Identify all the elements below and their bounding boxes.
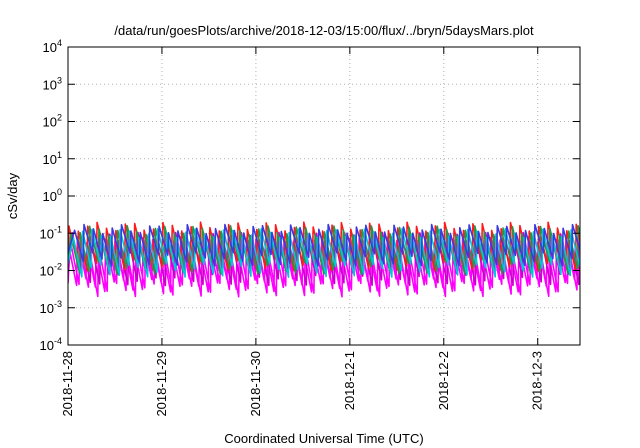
grid <box>68 47 580 345</box>
y-tick-label: 101 <box>43 150 62 167</box>
series-line <box>68 223 580 267</box>
y-axis-label: cSv/day <box>5 172 20 219</box>
chart-title: /data/run/goesPlots/archive/2018-12-03/1… <box>114 23 534 38</box>
y-tick-label: 10-1 <box>40 224 62 241</box>
y-tick-label: 100 <box>43 187 62 204</box>
y-tick-label: 103 <box>43 75 62 92</box>
x-tick-label: 2018-12-1 <box>342 351 357 410</box>
y-tick-label: 10-4 <box>40 336 62 353</box>
x-tick-label: 2018-12-2 <box>436 351 451 410</box>
x-axis-label: Coordinated Universal Time (UTC) <box>224 431 423 446</box>
y-tick-label: 102 <box>43 113 62 130</box>
y-tick-label: 10-3 <box>40 299 62 316</box>
x-tick-label: 2018-12-3 <box>530 351 545 410</box>
x-tick-label: 2018-11-30 <box>248 351 263 417</box>
x-axis: 2018-11-28 2018-11-29 2018-11-30 2018-12-1 2… <box>60 47 545 417</box>
y-tick-label: 104 <box>43 38 62 55</box>
x-tick-label: 2018-11-28 <box>60 351 75 417</box>
y-tick-label: 10-2 <box>40 262 62 279</box>
x-tick-label: 2018-11-29 <box>154 351 169 417</box>
series-group <box>68 221 580 298</box>
series-line <box>68 225 580 276</box>
